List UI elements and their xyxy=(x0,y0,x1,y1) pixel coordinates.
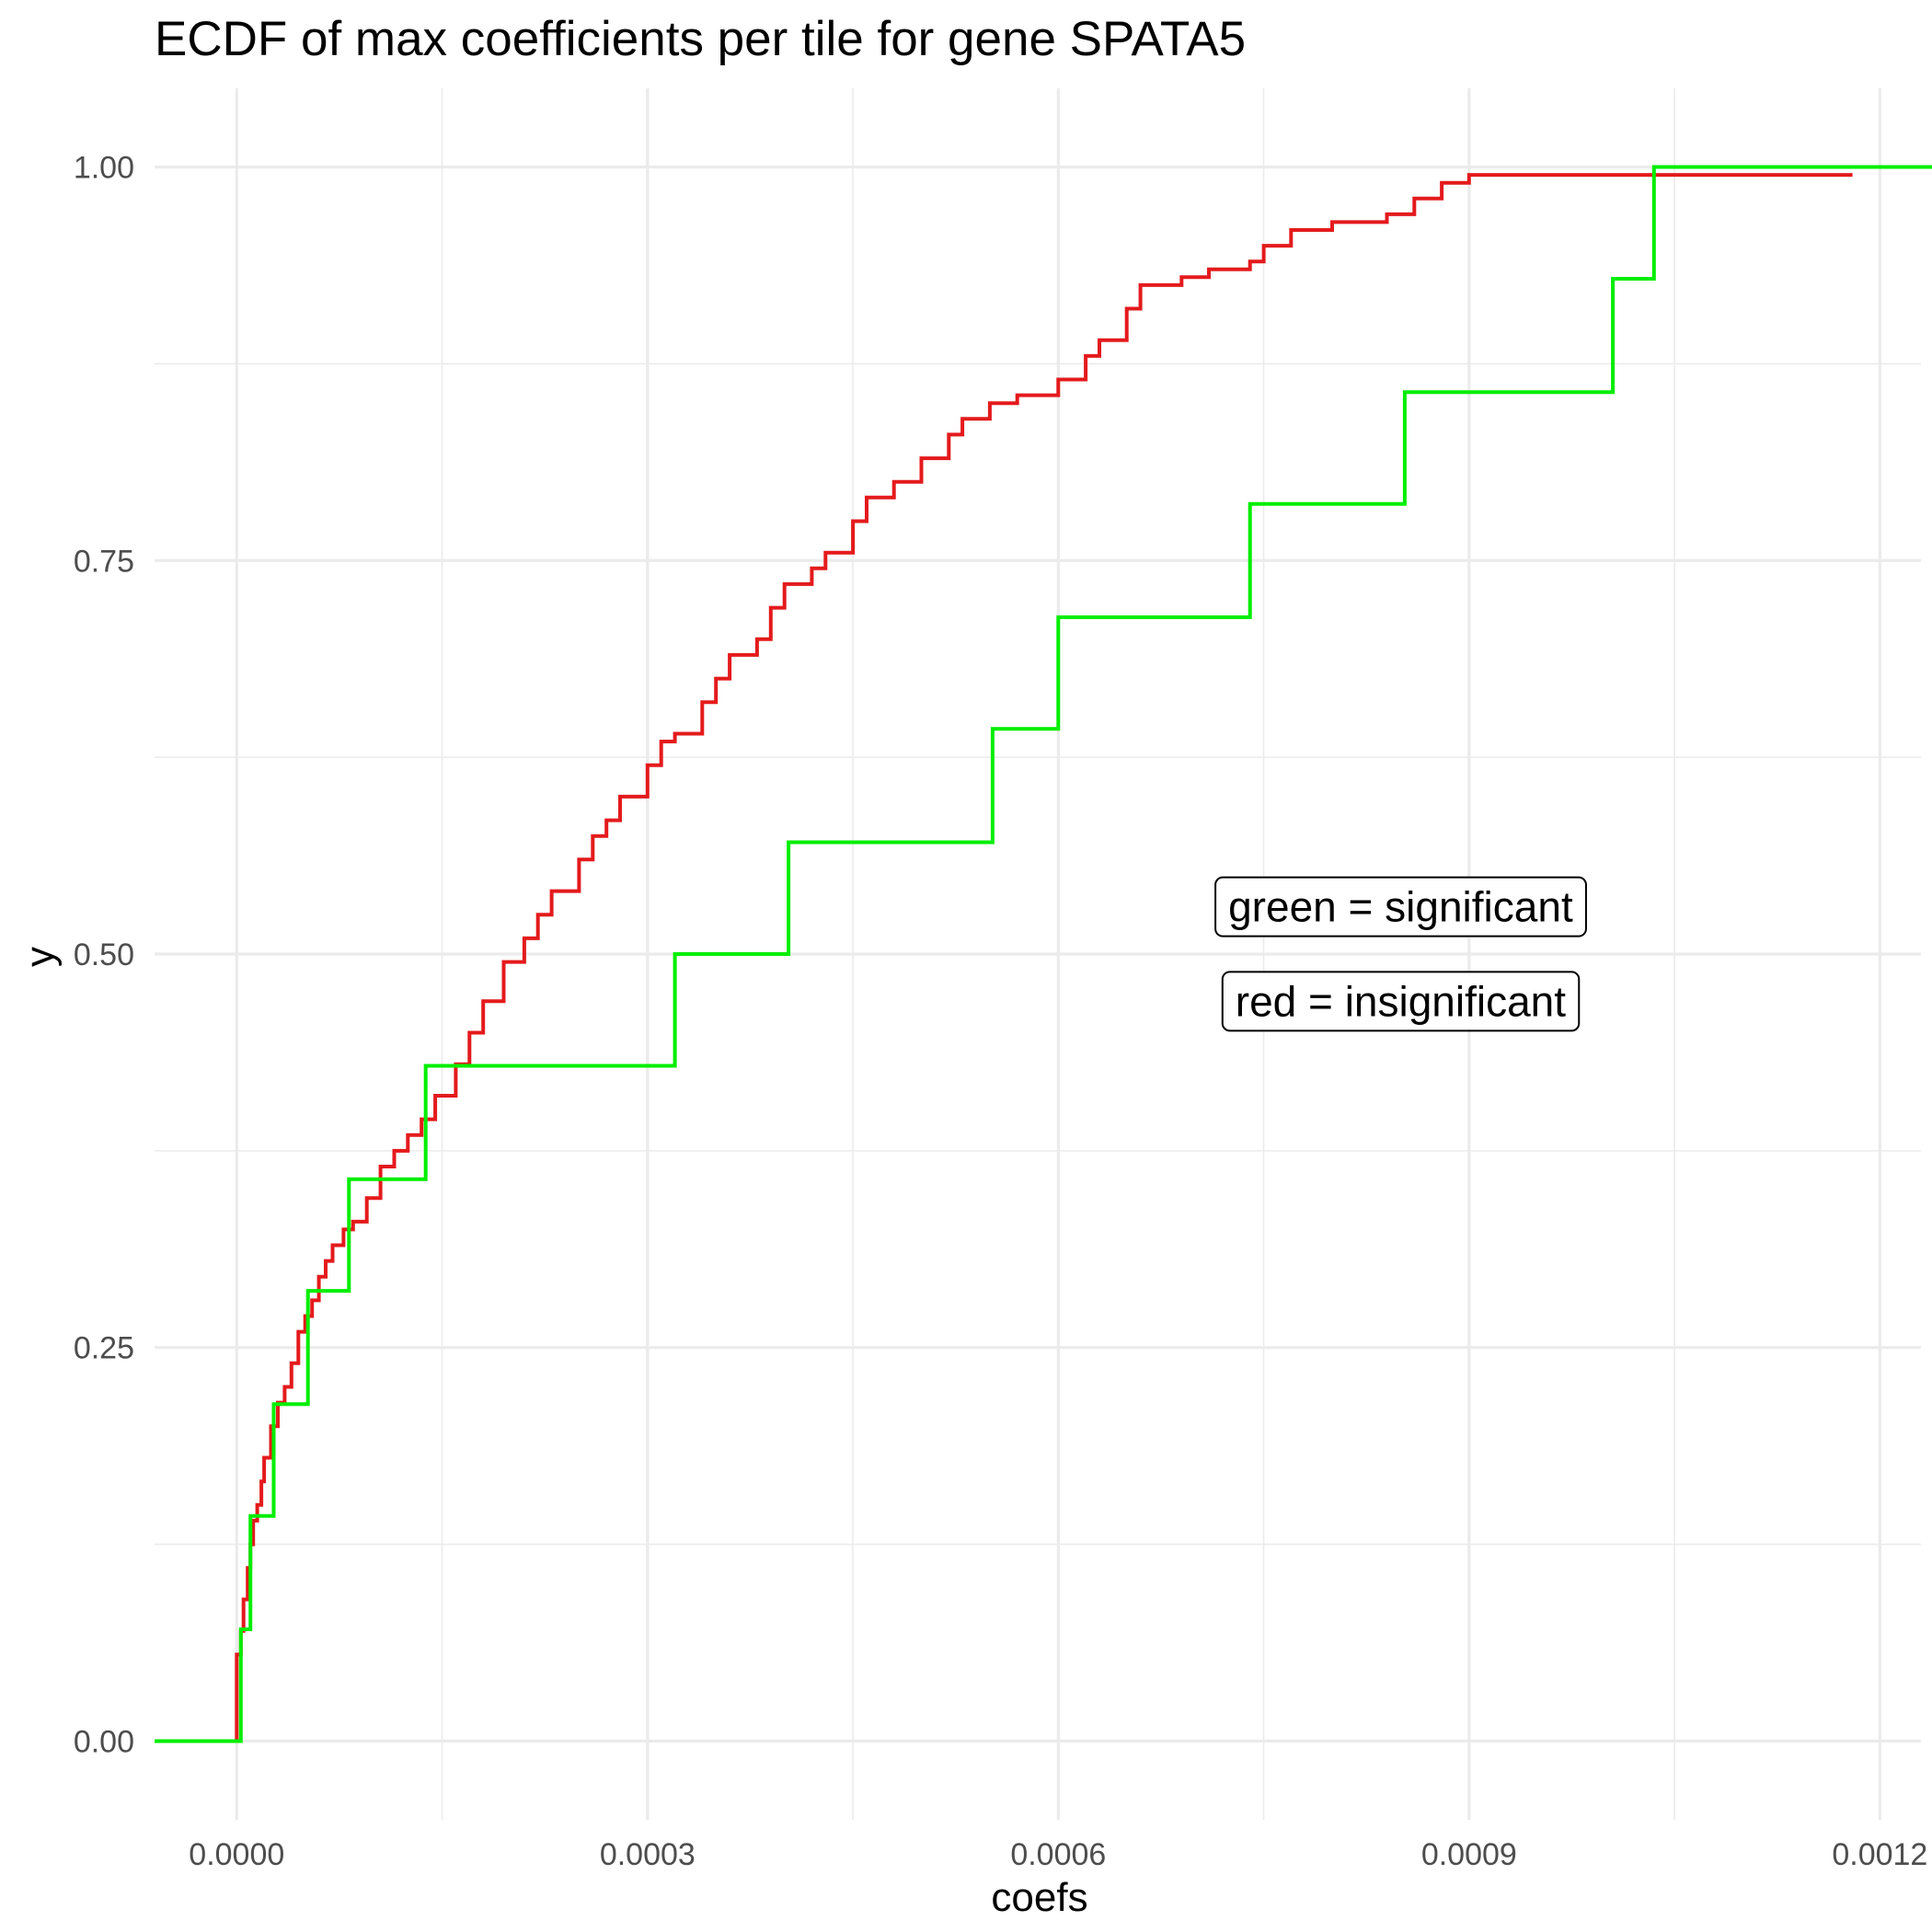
y-tick-labels: 0.00 0.25 0.50 0.75 1.00 xyxy=(74,151,134,1760)
x-tick-label: 0.0000 xyxy=(189,1837,284,1872)
ecdf-series-1 xyxy=(155,165,1932,1743)
y-tick-label: 0.25 xyxy=(74,1331,134,1366)
y-tick-label: 0.50 xyxy=(74,937,134,972)
x-tick-label: 0.0009 xyxy=(1421,1837,1517,1872)
annotation-text: red = insignificant xyxy=(1236,977,1566,1025)
y-tick-label: 1.00 xyxy=(74,151,134,186)
x-tick-label: 0.0003 xyxy=(600,1837,696,1872)
chart-title: ECDF of max coefficients per tile for ge… xyxy=(155,12,1246,66)
annotation-label: green = significant xyxy=(1214,876,1587,937)
x-tick-label: 0.0012 xyxy=(1832,1837,1927,1872)
annotation-text: green = significant xyxy=(1228,883,1573,931)
ecdf-series-0 xyxy=(155,173,1853,1743)
series-lines xyxy=(155,165,1932,1743)
x-tick-labels: 0.0000 0.0003 0.0006 0.0009 0.0012 xyxy=(189,1837,1927,1872)
annotation-box xyxy=(1214,876,1587,937)
annotation-label: red = insignificant xyxy=(1221,971,1581,1032)
annotation-box xyxy=(1221,971,1581,1032)
y-tick-label: 0.00 xyxy=(74,1724,134,1759)
major-gridlines xyxy=(155,88,1921,1820)
x-tick-label: 0.0006 xyxy=(1010,1837,1106,1872)
y-axis-title: y xyxy=(17,947,63,967)
x-axis-title: coefs xyxy=(991,1875,1087,1920)
y-tick-label: 0.75 xyxy=(74,544,134,579)
annotations: green = significant red = insignificant xyxy=(1214,876,1587,1032)
